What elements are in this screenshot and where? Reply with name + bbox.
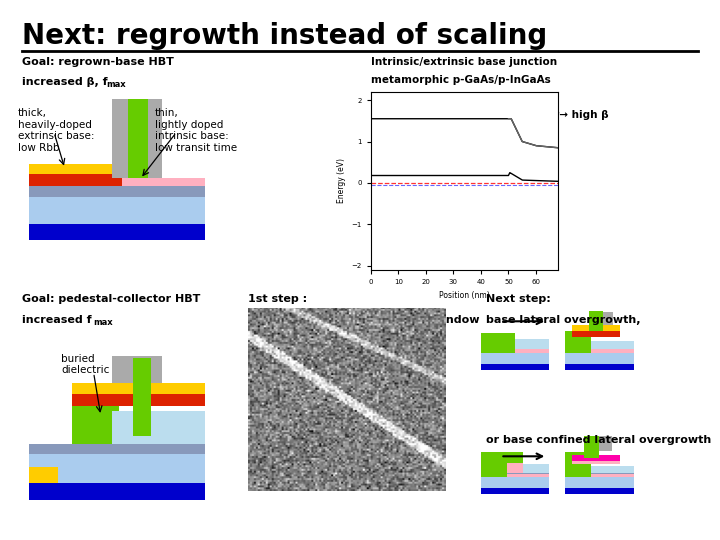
- Text: Next: regrowth instead of scaling: Next: regrowth instead of scaling: [22, 22, 547, 50]
- Text: increased β, f: increased β, f: [22, 77, 107, 87]
- Bar: [589, 311, 603, 331]
- Text: thin,
lightly doped
intrinsic base:
low transit time: thin, lightly doped intrinsic base: low …: [155, 108, 237, 153]
- Bar: [572, 325, 620, 331]
- Text: thick,
heavily-doped
extrinsic base:
low Rbb: thick, heavily-doped extrinsic base: low…: [18, 108, 94, 153]
- Bar: [112, 178, 205, 186]
- Bar: [128, 99, 148, 178]
- Bar: [565, 488, 634, 494]
- Bar: [112, 356, 162, 383]
- Bar: [572, 331, 620, 337]
- Bar: [565, 474, 634, 477]
- Bar: [133, 358, 151, 436]
- Bar: [29, 454, 205, 483]
- Bar: [505, 474, 549, 477]
- Text: buried
dielectric: buried dielectric: [61, 354, 109, 375]
- Text: Next step:: Next step:: [486, 294, 551, 305]
- Bar: [565, 364, 634, 370]
- Bar: [565, 473, 634, 477]
- Text: Goal: pedestal-collector HBT: Goal: pedestal-collector HBT: [22, 294, 200, 305]
- Text: Intrinsic/extrinsic base junction: Intrinsic/extrinsic base junction: [371, 57, 557, 67]
- Bar: [29, 444, 205, 454]
- Bar: [112, 411, 205, 444]
- Bar: [585, 436, 599, 458]
- Bar: [29, 174, 122, 186]
- Bar: [565, 477, 634, 488]
- Bar: [591, 341, 634, 349]
- Bar: [516, 340, 549, 349]
- Bar: [29, 224, 205, 240]
- Bar: [481, 353, 549, 364]
- Text: metamorphic p-GaAs/p-InGaAs: metamorphic p-GaAs/p-InGaAs: [371, 75, 551, 85]
- Bar: [481, 477, 549, 488]
- Bar: [481, 488, 549, 494]
- Bar: [133, 358, 151, 436]
- Bar: [72, 383, 205, 394]
- Bar: [565, 349, 634, 353]
- Bar: [29, 467, 58, 483]
- Bar: [112, 436, 205, 444]
- Bar: [481, 364, 549, 370]
- Bar: [585, 436, 599, 458]
- Text: collector growth in dielectric window: collector growth in dielectric window: [248, 315, 480, 325]
- Bar: [507, 452, 523, 463]
- Bar: [572, 461, 620, 464]
- Bar: [591, 465, 634, 473]
- Bar: [523, 464, 549, 473]
- Bar: [585, 436, 612, 450]
- Bar: [72, 390, 119, 444]
- Bar: [565, 349, 634, 353]
- Bar: [481, 473, 549, 477]
- Y-axis label: Energy (eV): Energy (eV): [337, 158, 346, 204]
- Bar: [565, 353, 634, 364]
- Bar: [589, 312, 603, 331]
- Bar: [572, 455, 620, 461]
- Bar: [481, 452, 507, 477]
- Bar: [72, 394, 205, 406]
- Bar: [505, 349, 549, 353]
- Text: base lateral overgrowth,: base lateral overgrowth,: [486, 315, 641, 325]
- Bar: [29, 164, 122, 174]
- Bar: [565, 331, 591, 353]
- Bar: [29, 483, 205, 500]
- Text: Goal: regrown-base HBT: Goal: regrown-base HBT: [22, 57, 174, 67]
- Bar: [565, 452, 591, 477]
- Bar: [481, 333, 516, 353]
- Text: 1st step :: 1st step :: [248, 294, 307, 305]
- Bar: [29, 197, 205, 224]
- X-axis label: Position (nm): Position (nm): [439, 291, 490, 300]
- Bar: [481, 349, 549, 353]
- Bar: [112, 99, 162, 178]
- Text: max: max: [107, 80, 126, 89]
- Bar: [589, 312, 613, 325]
- Bar: [507, 463, 523, 473]
- Text: electron barrier→  high β: electron barrier→ high β: [371, 92, 517, 103]
- Bar: [29, 186, 205, 197]
- Text: max: max: [94, 318, 113, 327]
- Text: low intrinsic doping→ low Auger→ high β: low intrinsic doping→ low Auger→ high β: [371, 110, 608, 120]
- Text: increased f: increased f: [22, 315, 91, 325]
- Text: or base confined lateral overgrowth: or base confined lateral overgrowth: [486, 435, 711, 445]
- Bar: [128, 99, 148, 178]
